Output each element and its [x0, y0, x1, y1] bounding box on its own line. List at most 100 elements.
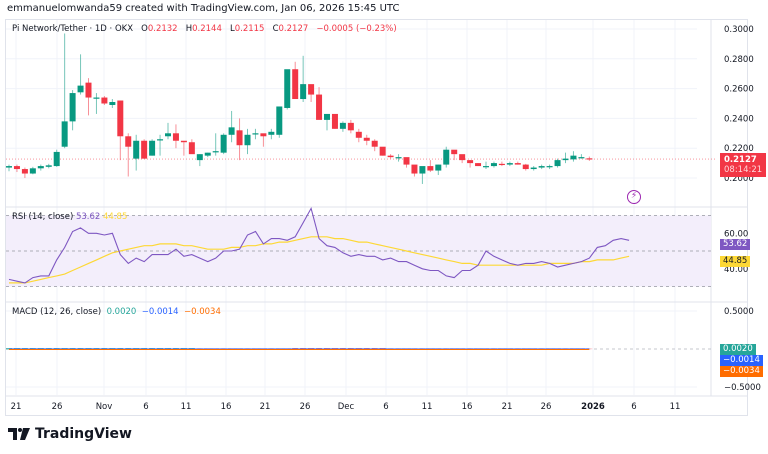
candle-body [570, 155, 577, 160]
rsi-ma-value: 44.85 [103, 212, 128, 222]
candle-body [85, 82, 92, 98]
close-label: C [272, 24, 279, 34]
candle-body [419, 166, 426, 174]
time-axis-tick: 6 [383, 402, 388, 412]
candle-body [109, 102, 116, 105]
time-axis-tick: 21 [11, 402, 22, 412]
candle-body [204, 152, 211, 156]
candle-body [157, 139, 164, 141]
candle-body [530, 167, 537, 170]
time-axis-tick: 26 [541, 402, 552, 412]
candle-body [172, 133, 179, 141]
candle-body [554, 160, 561, 167]
candle-body [165, 133, 171, 137]
candle-body [562, 158, 569, 161]
low-value: 0.2115 [234, 24, 265, 34]
rsi-line [8, 206, 630, 284]
candle-body [93, 97, 100, 99]
candle-body [403, 157, 410, 165]
symbol-legend: Pi Network/Tether · 1D · OKX O0.2132 H0.… [12, 24, 397, 34]
candle-body [324, 113, 330, 120]
rsi-label: RSI (14, close) [12, 212, 74, 222]
candle-body [475, 163, 482, 167]
high-value: 0.2144 [192, 24, 222, 34]
candle-body [331, 113, 338, 129]
price-change: −0.0005 (−0.23%) [316, 24, 397, 34]
candle-body [196, 154, 203, 161]
candle-body [363, 137, 370, 141]
candle-body [451, 149, 458, 155]
attribution-text: emmanuelomwanda59 created with TradingVi… [7, 3, 400, 14]
candle-body [284, 69, 291, 108]
candle-body [180, 140, 187, 143]
candle-body [101, 97, 108, 104]
low-label: L [229, 24, 235, 34]
candle-body [141, 140, 148, 159]
rsi-legend: RSI (14, close) 53.62 44.85 [12, 212, 127, 222]
macd-value: 0.0020 [106, 307, 137, 317]
candle-body [188, 142, 195, 155]
time-axis-tick: 21 [260, 402, 271, 412]
candle-body [244, 134, 251, 146]
high-label: H [185, 24, 193, 34]
candle-body [13, 166, 20, 170]
histogram-axis-tag: −0.0034 [720, 366, 763, 377]
candle-body [252, 133, 259, 135]
time-axis-tick: 11 [422, 402, 433, 412]
bar-countdown: 08:14:21 [724, 165, 763, 175]
candle-body [506, 163, 513, 165]
time-axis-tick: 21 [502, 402, 513, 412]
candle-body [427, 166, 434, 171]
candle-body [347, 122, 354, 131]
candle-body [395, 157, 402, 159]
signal-axis-tag: −0.0014 [720, 355, 763, 366]
candle-body [459, 154, 466, 161]
macd-label: MACD (12, 26, close) [12, 307, 102, 317]
candle-body [483, 166, 489, 168]
candle-body [355, 131, 362, 138]
lightning-event-icon[interactable]: ⚡ [627, 190, 641, 204]
candle-body [212, 151, 219, 153]
time-axis-tick: 2026 [581, 402, 605, 412]
tradingview-wordmark: TradingView [35, 426, 132, 442]
candle-body [546, 166, 553, 168]
candle-body [522, 164, 529, 170]
candle-body [292, 69, 299, 100]
rsi-axis-tag: 53.62 [720, 239, 751, 250]
last-price-tag: 0.2127 08:14:21 [720, 153, 767, 177]
candle-body [228, 127, 235, 135]
candle-body [29, 168, 36, 174]
price-axis-tick: 0.2600 [724, 85, 754, 95]
close-value: 0.2127 [278, 24, 309, 34]
candle-body [69, 93, 76, 122]
candle-body [308, 84, 315, 95]
candle-body [443, 149, 450, 165]
candle-body [586, 158, 593, 160]
candle-body [61, 121, 68, 147]
candle-body [260, 133, 267, 137]
last-price: 0.2127 [724, 155, 757, 165]
candle-body [125, 136, 132, 147]
tradingview-logo[interactable]: TradingView [8, 426, 132, 442]
price-axis-tick: 0.2800 [724, 55, 754, 65]
candle-body [498, 163, 505, 166]
signal-value: −0.0014 [141, 307, 179, 317]
candle-body [276, 106, 283, 135]
macd-axis-tag: 0.0020 [720, 344, 756, 355]
candle-body [300, 84, 307, 100]
time-axis-tick: 6 [631, 402, 636, 412]
candle-body [149, 140, 156, 156]
candle-body [220, 134, 227, 153]
candle-body [236, 130, 243, 146]
time-axis-tick: 26 [52, 402, 63, 412]
open-label: O [141, 24, 148, 34]
price-axis-tick: 0.3000 [724, 25, 754, 35]
tradingview-logo-icon [8, 428, 30, 440]
candle-body [45, 165, 52, 167]
candle-body [578, 157, 585, 159]
rsi-value: 53.62 [75, 212, 101, 222]
candle-body [514, 163, 521, 165]
time-axis-tick: Dec [338, 402, 355, 412]
candle-body [411, 164, 418, 174]
